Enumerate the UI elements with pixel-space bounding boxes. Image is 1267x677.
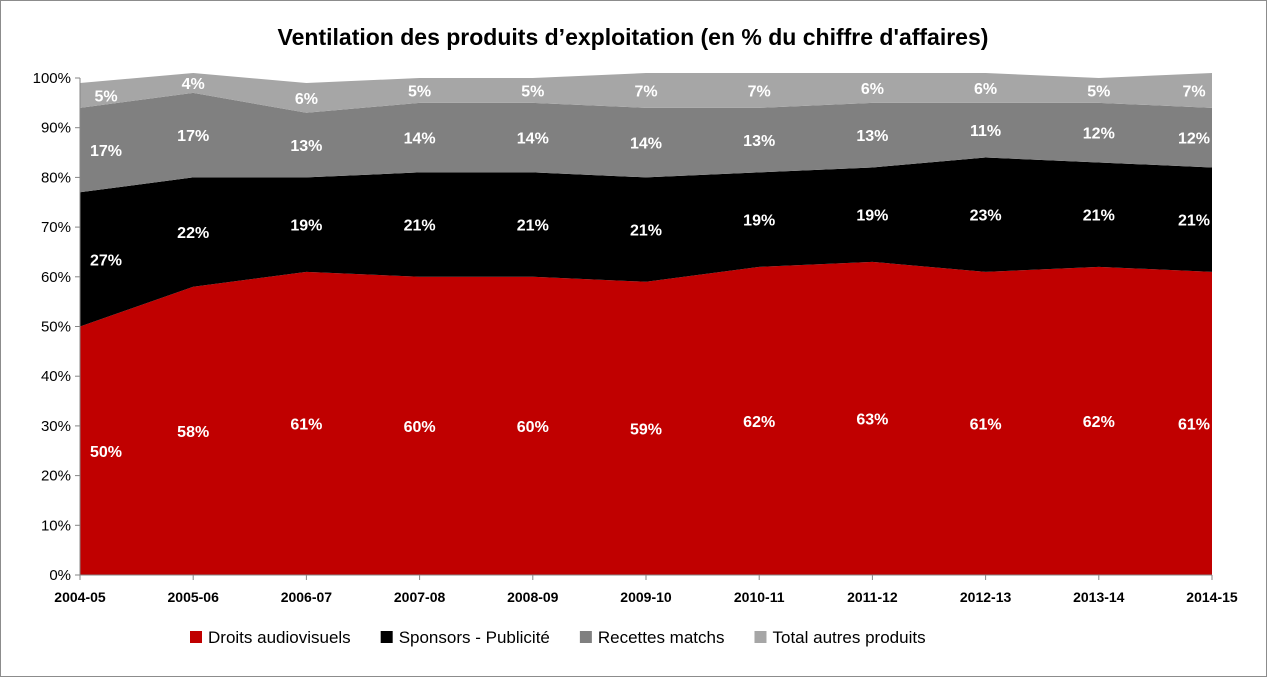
data-label: 61% xyxy=(1178,416,1210,433)
data-label: 50% xyxy=(90,444,122,461)
legend-label: Recettes matchs xyxy=(598,628,725,647)
area-series-2 xyxy=(80,157,1212,327)
legend-label: Droits audiovisuels xyxy=(208,628,351,647)
data-label: 21% xyxy=(1178,213,1210,230)
y-tick-label: 50% xyxy=(41,319,71,336)
data-label: 6% xyxy=(295,91,318,108)
data-label: 14% xyxy=(630,136,662,153)
data-label: 27% xyxy=(90,252,122,269)
data-label: 21% xyxy=(630,223,662,240)
data-label: 61% xyxy=(290,416,322,433)
x-tick-label: 2012-13 xyxy=(960,589,1012,605)
data-label: 5% xyxy=(94,88,117,105)
data-label: 21% xyxy=(517,218,549,235)
chart-title: Ventilation des produits d’exploitation … xyxy=(278,24,989,50)
x-tick-label: 2006-07 xyxy=(281,589,333,605)
data-label: 6% xyxy=(861,81,884,98)
data-label: 14% xyxy=(404,131,436,148)
legend-swatch xyxy=(380,631,393,643)
data-label: 7% xyxy=(748,83,771,100)
legend-swatch xyxy=(190,631,202,643)
data-label: 63% xyxy=(856,411,888,428)
area-series-4 xyxy=(80,73,1212,113)
data-label: 7% xyxy=(634,83,657,100)
data-label: 5% xyxy=(408,83,431,100)
data-label: 60% xyxy=(517,419,549,436)
legend-item-3: Recettes matchs xyxy=(579,628,725,647)
data-label: 23% xyxy=(970,208,1002,225)
data-label: 21% xyxy=(404,218,436,235)
y-tick-label: 90% xyxy=(41,120,71,137)
data-label: 13% xyxy=(743,133,775,150)
legend-item-2: Sponsors - Publicité xyxy=(380,628,550,647)
x-tick-label: 2010-11 xyxy=(734,589,785,605)
axes: 0% 10% 20% 30% 40% 50% 60% 70% 80% 90% 100% 2004-05… xyxy=(33,70,1238,605)
x-tick-label: 2004-05 xyxy=(54,589,106,605)
x-tick-label: 2009-10 xyxy=(620,589,672,605)
data-label: 5% xyxy=(521,83,544,100)
legend: Droits audiovisuels Sponsors - Publicité R… xyxy=(190,628,926,647)
data-label: 12% xyxy=(1178,131,1210,148)
data-label: 12% xyxy=(1083,126,1115,143)
data-label: 4% xyxy=(182,76,205,93)
data-labels: 50% 58% 61% 60% 60% 59% 62% 63% 61% 62% 61% 27% 22% 1… xyxy=(90,76,1210,461)
x-tick-label: 2007-08 xyxy=(394,589,446,605)
y-tick-label: 60% xyxy=(41,269,71,286)
data-label: 19% xyxy=(290,218,322,235)
data-label: 17% xyxy=(177,128,209,145)
data-label: 59% xyxy=(630,421,662,438)
data-label: 22% xyxy=(177,225,209,242)
data-label: 17% xyxy=(90,143,122,160)
area-layers xyxy=(80,73,1212,575)
data-label: 60% xyxy=(404,419,436,436)
legend-swatch xyxy=(579,631,592,643)
y-tick-label: 100% xyxy=(33,70,71,87)
data-label: 19% xyxy=(743,213,775,230)
x-tick-label: 2008-09 xyxy=(507,589,559,605)
data-label: 62% xyxy=(743,414,775,431)
x-tick-label: 2014-15 xyxy=(1186,589,1238,605)
y-tick-label: 40% xyxy=(41,368,71,385)
data-label: 6% xyxy=(974,81,997,98)
x-tick-label: 2011-12 xyxy=(847,589,898,605)
data-label: 61% xyxy=(970,416,1002,433)
data-label: 5% xyxy=(1087,83,1110,100)
data-label: 62% xyxy=(1083,414,1115,431)
area-series-3 xyxy=(80,92,1212,193)
y-tick-label: 20% xyxy=(41,468,71,485)
legend-swatch xyxy=(754,631,767,643)
legend-label: Sponsors - Publicité xyxy=(399,628,550,647)
legend-item-1: Droits audiovisuels xyxy=(190,628,351,647)
area-series-1 xyxy=(80,261,1212,575)
data-label: 21% xyxy=(1083,208,1115,225)
data-label: 7% xyxy=(1182,83,1205,100)
y-tick-label: 80% xyxy=(41,169,71,186)
y-tick-label: 0% xyxy=(49,567,71,584)
legend-label: Total autres produits xyxy=(772,628,925,647)
data-label: 13% xyxy=(856,128,888,145)
x-tick-label: 2005-06 xyxy=(168,589,220,605)
data-label: 11% xyxy=(970,123,1001,140)
data-label: 19% xyxy=(856,208,888,225)
x-tick-label: 2013-14 xyxy=(1073,589,1125,605)
data-label: 13% xyxy=(290,138,322,155)
y-tick-label: 70% xyxy=(41,219,71,236)
y-tick-label: 10% xyxy=(41,517,71,534)
legend-item-4: Total autres produits xyxy=(754,628,926,647)
data-label: 58% xyxy=(177,424,209,441)
data-label: 14% xyxy=(517,131,549,148)
y-tick-label: 30% xyxy=(41,418,71,435)
